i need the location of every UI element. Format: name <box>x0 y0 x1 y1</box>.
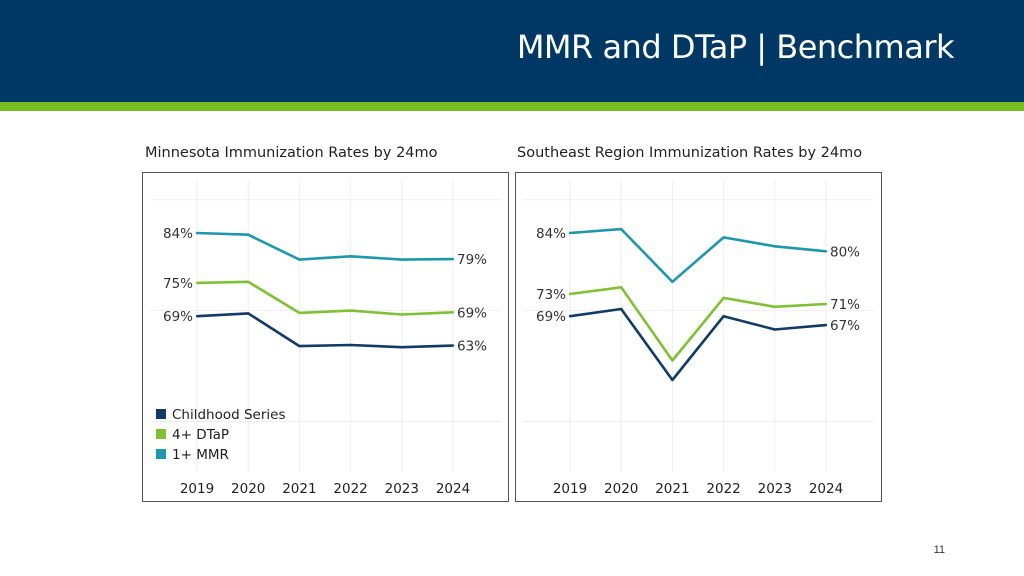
data-point <box>671 359 674 362</box>
x-tick-label: 2024 <box>809 481 843 497</box>
end-value-label: 79% <box>457 252 487 268</box>
data-point <box>195 315 199 318</box>
data-point <box>824 323 828 327</box>
data-point <box>773 245 776 248</box>
data-point <box>349 309 352 312</box>
start-value-label: 84% <box>163 226 193 242</box>
start-value-label: 69% <box>163 309 193 325</box>
chart-frame <box>515 172 882 502</box>
data-point <box>568 292 572 296</box>
minnesota-chart: 2019 2020 2021 2022 2023 2024 84% 79% 75% 69% 69% 6… <box>142 172 509 502</box>
data-point <box>620 307 623 311</box>
x-tick-label: 2022 <box>333 481 367 497</box>
southeast-chart: 2019 2020 2021 2022 2023 2024 84% 80% 73% 71% 69% 6… <box>515 172 882 502</box>
chart-title-southeast: Southeast Region Immunization Rates by 2… <box>517 145 863 161</box>
x-tick-label: 2023 <box>758 481 792 497</box>
end-value-label: 67% <box>830 318 860 334</box>
x-tick-label: 2021 <box>282 481 316 497</box>
data-point <box>671 280 674 283</box>
data-point <box>195 281 199 285</box>
data-point <box>400 313 403 316</box>
data-point <box>247 280 250 283</box>
data-point <box>451 344 455 347</box>
x-tick-label: 2024 <box>436 481 470 497</box>
x-tick-label: 2020 <box>231 481 265 497</box>
series-line <box>196 231 454 261</box>
legend-label: Childhood Series <box>172 407 286 423</box>
data-point <box>298 258 301 261</box>
series-line <box>569 227 827 284</box>
x-tick-label: 2023 <box>385 481 419 497</box>
start-value-label: 84% <box>536 226 566 242</box>
data-point <box>349 255 352 258</box>
data-point <box>620 286 623 289</box>
chart-frame <box>142 172 509 502</box>
data-point <box>195 231 199 235</box>
legend-swatch <box>156 429 166 439</box>
data-point <box>568 231 572 235</box>
data-point <box>722 315 725 318</box>
legend-swatch <box>156 409 166 419</box>
data-point <box>298 311 301 315</box>
data-point <box>451 257 455 261</box>
data-point <box>620 227 623 231</box>
data-point <box>451 311 455 314</box>
start-value-label: 73% <box>536 287 566 303</box>
data-point <box>773 328 776 331</box>
series-line <box>196 280 454 316</box>
data-point <box>773 305 776 308</box>
x-tick-label: 2019 <box>180 481 214 497</box>
start-value-label: 69% <box>536 309 566 325</box>
slide-title: MMR and DTaP | Benchmark <box>516 28 955 66</box>
legend-label: 4+ DTaP <box>172 427 229 443</box>
data-point <box>400 258 403 261</box>
data-point <box>671 378 674 382</box>
x-tick-label: 2022 <box>706 481 740 497</box>
start-value-label: 75% <box>163 276 193 292</box>
series-line <box>569 286 827 362</box>
data-point <box>298 344 301 348</box>
header-accent-stripe <box>0 102 1024 111</box>
slide-header <box>0 0 1024 102</box>
series-line <box>196 312 454 349</box>
data-point <box>400 346 403 349</box>
data-point <box>247 233 250 236</box>
legend-swatch <box>156 449 166 459</box>
data-point <box>824 250 828 253</box>
series-line <box>569 307 827 382</box>
page-number: 11 <box>933 544 945 556</box>
data-point <box>824 302 828 306</box>
end-value-label: 71% <box>830 297 860 313</box>
end-value-label: 69% <box>457 305 487 321</box>
chart-title-minnesota: Minnesota Immunization Rates by 24mo <box>145 145 438 161</box>
data-point <box>247 312 250 315</box>
x-tick-label: 2019 <box>553 481 587 497</box>
x-tick-label: 2020 <box>604 481 638 497</box>
end-value-label: 63% <box>457 339 487 355</box>
data-point <box>349 343 352 347</box>
x-tick-label: 2021 <box>655 481 689 497</box>
data-point <box>722 236 725 239</box>
data-point <box>722 296 725 300</box>
legend-label: 1+ MMR <box>172 447 229 463</box>
data-point <box>568 315 572 318</box>
end-value-label: 80% <box>830 244 860 260</box>
